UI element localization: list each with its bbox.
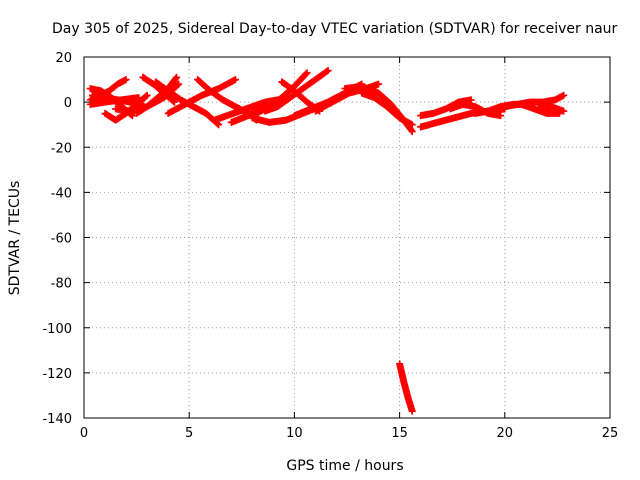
- series-sat04: [86, 94, 143, 108]
- data-point: [173, 73, 181, 81]
- x-tick-label: 10: [286, 426, 303, 441]
- data-point: [142, 92, 150, 100]
- series-sat29: [534, 103, 568, 115]
- data-point: [122, 76, 130, 84]
- data-point: [169, 97, 177, 105]
- data-point: [467, 96, 475, 104]
- data-point: [408, 407, 416, 415]
- data-point: [303, 69, 311, 77]
- data-point: [172, 74, 180, 82]
- y-tick-label: 0: [64, 96, 72, 111]
- series-sat22: [396, 360, 416, 415]
- y-tick-label: -120: [42, 367, 72, 382]
- data-point: [323, 67, 331, 75]
- y-axis-label: SDTVAR / TECUs: [7, 181, 23, 296]
- y-tick-label: -40: [51, 186, 72, 201]
- y-tick-label: 20: [55, 51, 72, 66]
- y-tick-label: -100: [42, 322, 72, 337]
- data-point: [408, 127, 416, 135]
- chart-title: Day 305 of 2025, Sidereal Day-to-day VTE…: [52, 21, 618, 37]
- y-tick-label: -140: [42, 412, 72, 427]
- data-point: [170, 98, 178, 106]
- axis-ticks: 0 5 10 15 20 25 -140 -120 -100 -80 -60 -40 -20 0 20: [42, 51, 618, 441]
- series-sat21: [358, 89, 416, 129]
- series-sat09: [133, 73, 181, 117]
- data-point: [231, 76, 239, 84]
- data-point: [215, 121, 223, 129]
- x-tick-label: 5: [185, 426, 193, 441]
- x-tick-label: 20: [497, 426, 514, 441]
- data-point: [175, 80, 183, 88]
- data-point: [375, 80, 383, 88]
- x-tick-label: 25: [602, 426, 619, 441]
- series-sat28: [518, 100, 564, 117]
- y-tick-label: -20: [51, 141, 72, 156]
- data-point: [302, 70, 310, 78]
- y-tick-label: -80: [51, 277, 72, 292]
- data-point: [560, 91, 568, 99]
- data-point: [174, 81, 182, 89]
- data-point: [324, 67, 332, 75]
- data-point: [407, 126, 415, 134]
- x-tick-label: 15: [391, 426, 408, 441]
- x-axis-label: GPS time / hours: [286, 458, 403, 474]
- series-sat20: [341, 82, 416, 135]
- x-tick-label: 0: [80, 426, 88, 441]
- data-point: [497, 112, 505, 120]
- data-point: [143, 91, 151, 99]
- data-point: [560, 107, 568, 115]
- y-tick-label: -60: [51, 232, 72, 247]
- data-points: [86, 67, 568, 415]
- data-point: [408, 121, 416, 129]
